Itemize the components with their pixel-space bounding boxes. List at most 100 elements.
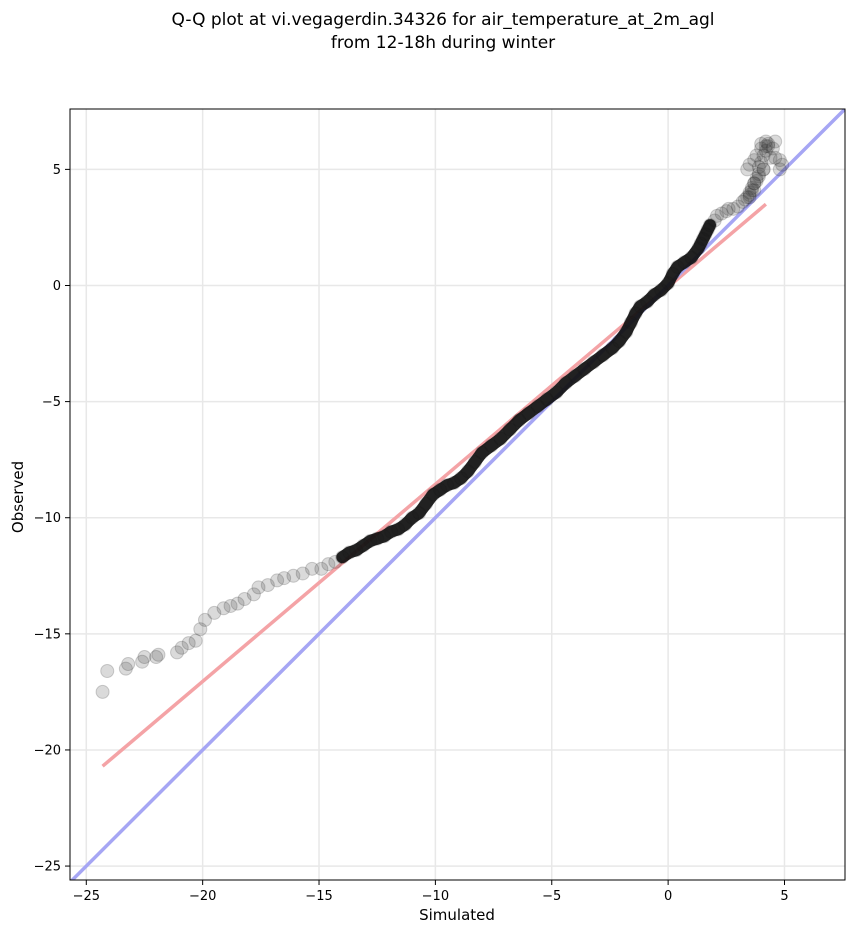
x-axis-ticks: −25 −20 −15 −10 −5 0 5 xyxy=(73,880,789,904)
quantile-point xyxy=(758,134,773,149)
quantile-point xyxy=(118,661,133,676)
quantile-point xyxy=(742,157,757,172)
quantile-point xyxy=(95,684,110,699)
quantile-point xyxy=(260,578,275,593)
quantile-point xyxy=(751,167,766,182)
x-tick-label: −5 xyxy=(542,889,561,904)
quantile-point xyxy=(749,173,764,188)
quantile-point xyxy=(170,645,185,660)
quantile-point xyxy=(754,155,769,170)
y-tick-label: −15 xyxy=(34,627,61,642)
quantile-point xyxy=(237,592,252,607)
quantile-point xyxy=(749,148,764,163)
quantile-point xyxy=(756,162,771,177)
quantile-point xyxy=(751,160,766,175)
quantile-point xyxy=(747,176,762,191)
y-axis-label: Observed xyxy=(9,461,27,533)
quantile-point xyxy=(286,568,301,583)
quantile-point xyxy=(744,180,759,195)
quantile-point xyxy=(121,657,136,672)
quantile-point xyxy=(135,654,150,669)
quantile-point xyxy=(730,199,745,214)
quantile-point xyxy=(754,136,769,151)
x-tick-label: −20 xyxy=(189,889,216,904)
quantile-point xyxy=(149,650,164,665)
quantile-point xyxy=(761,139,776,154)
y-tick-label: −5 xyxy=(42,395,61,410)
y-axis-ticks: −25 −20 −15 −10 −5 0 5 xyxy=(34,163,70,875)
quantile-point xyxy=(216,601,231,616)
quantile-point xyxy=(740,190,755,205)
y-tick-label: 5 xyxy=(53,163,61,178)
quantile-point xyxy=(751,169,766,184)
quantile-point xyxy=(721,201,736,216)
quantile-point xyxy=(768,150,783,165)
quantile-point xyxy=(761,136,776,151)
quantile-point xyxy=(756,162,771,177)
quantile-point xyxy=(719,204,734,219)
quantile-point xyxy=(100,663,115,678)
quantile-point xyxy=(207,605,222,620)
quantile-point xyxy=(742,187,757,202)
quantile-point xyxy=(747,183,762,198)
plot-area-frame xyxy=(69,108,846,881)
y-tick-label: −10 xyxy=(34,511,61,526)
quantile-point xyxy=(742,190,757,205)
reference-lines xyxy=(70,109,845,880)
quantile-point xyxy=(174,640,189,655)
quantile-point xyxy=(251,580,266,595)
quantile-point xyxy=(246,587,261,602)
chart-title-line-2: from 12-18h during winter xyxy=(331,33,555,53)
quantile-point xyxy=(223,598,238,613)
quantile-point xyxy=(230,596,245,611)
x-tick-label: 5 xyxy=(780,889,788,904)
y-tick-label: −25 xyxy=(34,860,61,875)
quantile-point xyxy=(758,139,773,154)
quantile-point xyxy=(772,153,787,168)
quantile-point xyxy=(744,183,759,198)
y-tick-label: −20 xyxy=(34,743,61,758)
quantile-point xyxy=(197,612,212,627)
quantile-point xyxy=(714,206,729,221)
quantile-point xyxy=(270,573,285,588)
quantile-point xyxy=(742,185,757,200)
quantile-point xyxy=(765,141,780,156)
quantile-point xyxy=(740,162,755,177)
quantile-point xyxy=(754,141,769,156)
quantile-point xyxy=(151,647,166,662)
x-tick-label: −25 xyxy=(73,889,100,904)
x-tick-label: −10 xyxy=(422,889,449,904)
grid-lines xyxy=(70,109,845,880)
quantile-point xyxy=(737,192,752,207)
quantile-point xyxy=(735,194,750,209)
quantile-point xyxy=(768,134,783,149)
quantile-point xyxy=(749,171,764,186)
quantile-point xyxy=(277,571,292,586)
quantile-point xyxy=(181,636,196,651)
chart-title-line-1: Q-Q plot at vi.vegagerdin.34326 for air_… xyxy=(171,10,714,30)
x-axis-label: Simulated xyxy=(419,906,495,924)
quantile-point xyxy=(137,650,152,665)
quantile-point xyxy=(758,143,773,158)
quantile-point xyxy=(772,162,787,177)
one-to-one-line xyxy=(70,109,845,880)
quantile-point xyxy=(747,176,762,191)
quantile-point xyxy=(709,208,724,223)
quantile-point xyxy=(305,561,320,576)
quantile-point xyxy=(314,561,329,576)
x-tick-label: 0 xyxy=(664,889,672,904)
y-tick-label: 0 xyxy=(53,279,61,294)
quantile-point xyxy=(726,201,741,216)
quantile-point xyxy=(775,157,790,172)
dense-quantile-band xyxy=(336,219,717,564)
quantile-point xyxy=(763,150,778,165)
x-tick-label: −15 xyxy=(305,889,332,904)
quantile-point xyxy=(756,148,771,163)
quantile-points xyxy=(95,134,790,699)
quantile-point xyxy=(295,566,310,581)
quantile-point xyxy=(321,557,336,572)
quantile-point xyxy=(747,153,762,168)
quantile-point xyxy=(193,622,208,637)
quantile-point xyxy=(188,633,203,648)
